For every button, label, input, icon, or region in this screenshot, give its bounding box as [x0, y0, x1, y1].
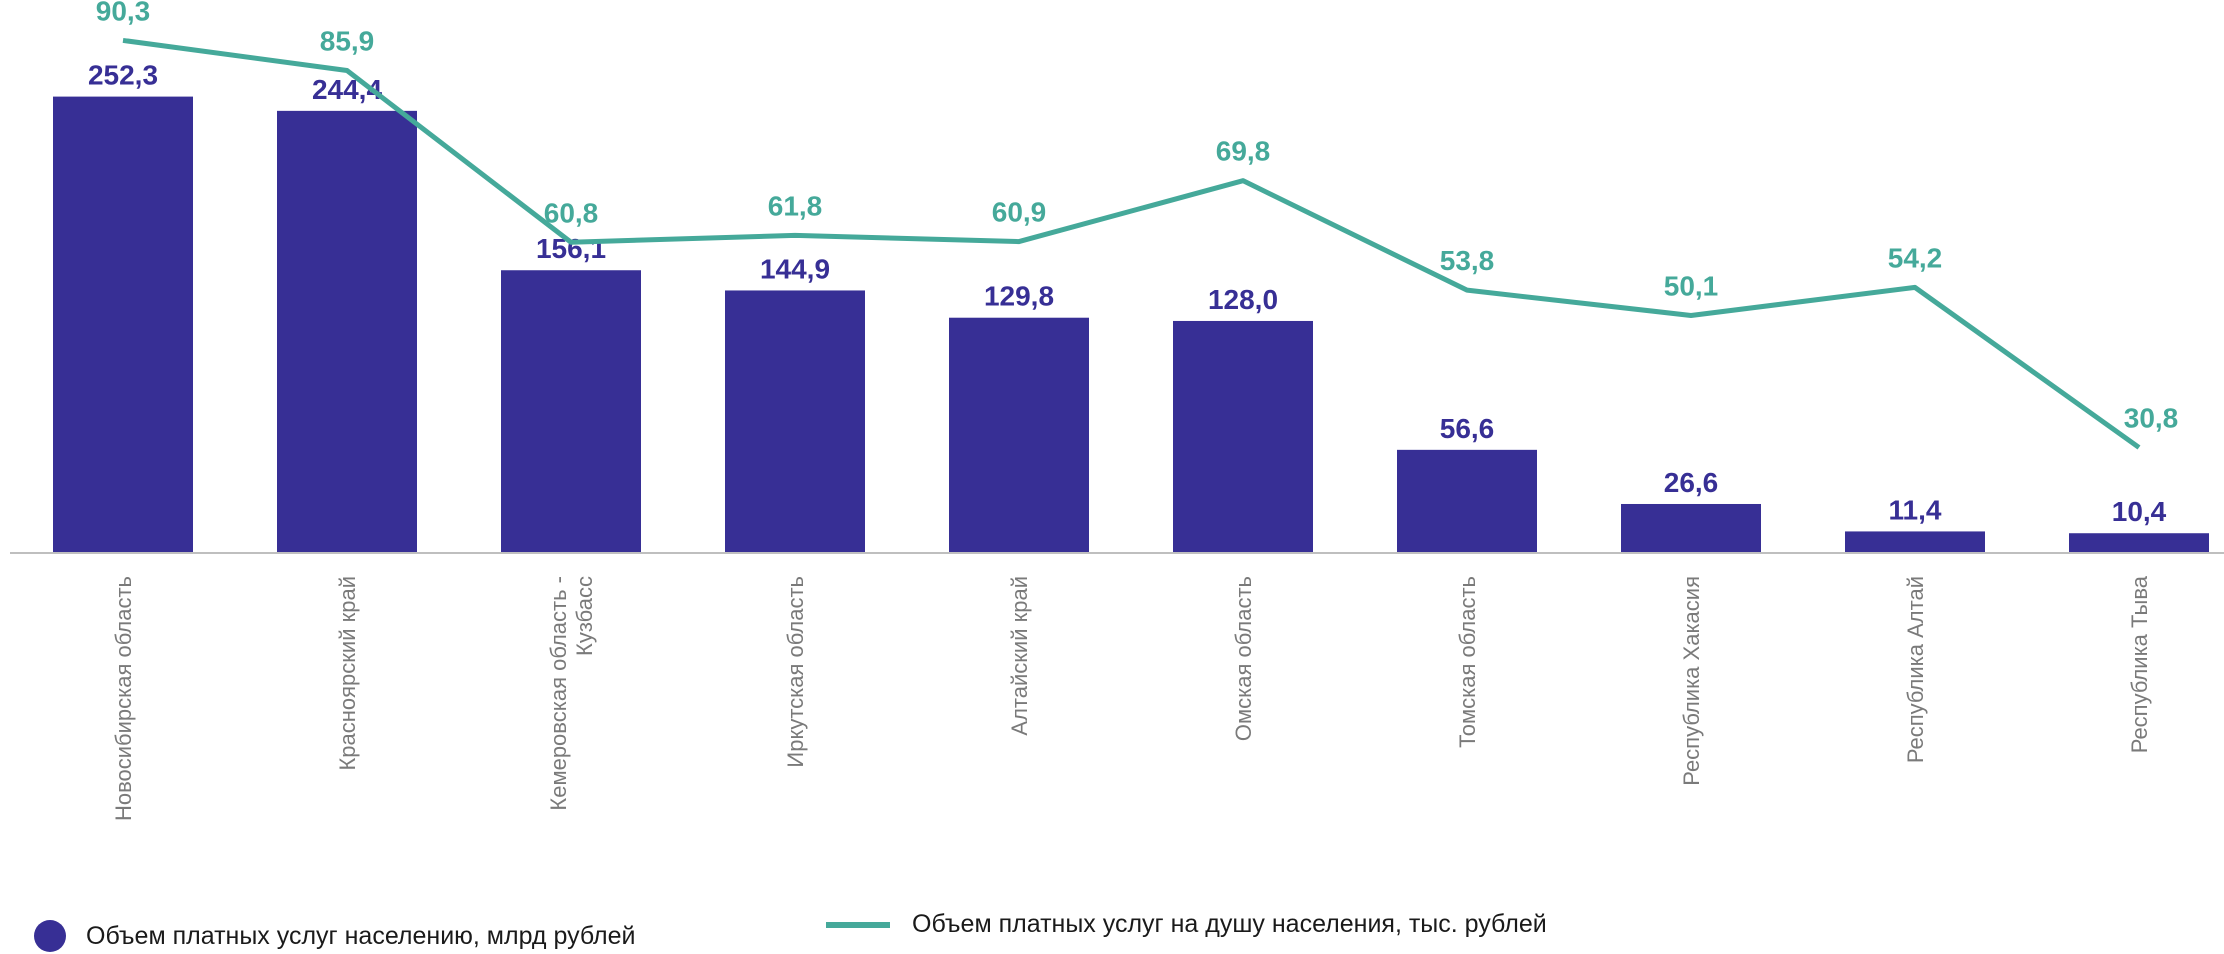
bar — [501, 270, 641, 552]
category-label-line: Кузбасс — [572, 576, 597, 656]
bar-data-label: 156,1 — [536, 233, 606, 264]
category-label-line: Томская область — [1455, 576, 1480, 748]
bar-data-label: 144,9 — [760, 253, 830, 284]
line-data-label: 85,9 — [320, 26, 375, 57]
category-label-line: Кемеровская область - — [546, 576, 571, 811]
legend-bar-item: Объем платных услуг населению, млрд рубл… — [34, 920, 636, 952]
bar — [725, 290, 865, 552]
line-data-label: 53,8 — [1440, 245, 1495, 276]
line-data-label: 61,8 — [768, 190, 823, 221]
line-series — [122, 37, 2141, 450]
category-label: Республика Тыва — [2127, 575, 2152, 753]
bar — [1397, 449, 1537, 552]
legend-bar-label: Объем платных услуг населению, млрд рубл… — [86, 921, 636, 950]
line-data-label: 69,8 — [1216, 136, 1271, 167]
category-label-line: Красноярский край — [335, 576, 360, 771]
bar — [949, 317, 1089, 552]
bar — [1845, 531, 1985, 552]
line-data-label: 60,8 — [544, 197, 599, 228]
category-label: Кемеровская область - Кузбасс — [546, 576, 597, 811]
category-label-line: Республика Алтай — [1903, 576, 1928, 763]
category-label-line: Иркутская область — [783, 576, 808, 768]
line-data-label: 60,9 — [992, 197, 1047, 228]
bar — [1621, 503, 1761, 552]
category-label-line: Республика Хакасия — [1679, 576, 1704, 786]
category-label: Красноярский край — [335, 576, 360, 771]
bar-data-label: 128,0 — [1208, 284, 1278, 315]
bar-data-label: 10,4 — [2112, 496, 2167, 527]
category-label: Алтайский край — [1007, 576, 1032, 736]
bar — [53, 96, 193, 552]
legend-line-item: Объем платных услуг на душу населения, т… — [826, 910, 1547, 939]
line-data-label: 90,3 — [96, 0, 151, 26]
category-label-line: Новосибирская область — [111, 576, 136, 821]
bar-data-label: 129,8 — [984, 281, 1054, 312]
bar-data-label: 252,3 — [88, 60, 158, 91]
bar — [2069, 533, 2209, 552]
legend-line-label: Объем платных услуг на душу населения, т… — [912, 910, 1547, 938]
category-label: Республика Алтай — [1903, 576, 1928, 763]
legend-line-swatch — [826, 921, 890, 928]
line-data-label: 50,1 — [1664, 270, 1719, 301]
category-label-line: Омская область — [1231, 576, 1256, 741]
category-label-line: Республика Тыва — [2127, 575, 2152, 753]
category-label-line: Алтайский край — [1007, 576, 1032, 736]
legend-bar-swatch — [34, 920, 66, 952]
category-label: Республика Хакасия — [1679, 576, 1704, 786]
bar-data-label: 56,6 — [1440, 413, 1495, 444]
category-label: Омская область — [1231, 576, 1256, 741]
bar — [277, 110, 417, 552]
bar-data-label: 11,4 — [1889, 494, 1942, 525]
category-label: Новосибирская область — [111, 576, 136, 821]
category-label: Иркутская область — [783, 576, 808, 768]
bar — [1173, 320, 1313, 552]
line-data-label: 30,8 — [2124, 403, 2179, 434]
bar-data-label: 26,6 — [1664, 467, 1719, 498]
line-data-label: 54,2 — [1888, 242, 1943, 273]
category-label: Томская область — [1455, 576, 1480, 748]
